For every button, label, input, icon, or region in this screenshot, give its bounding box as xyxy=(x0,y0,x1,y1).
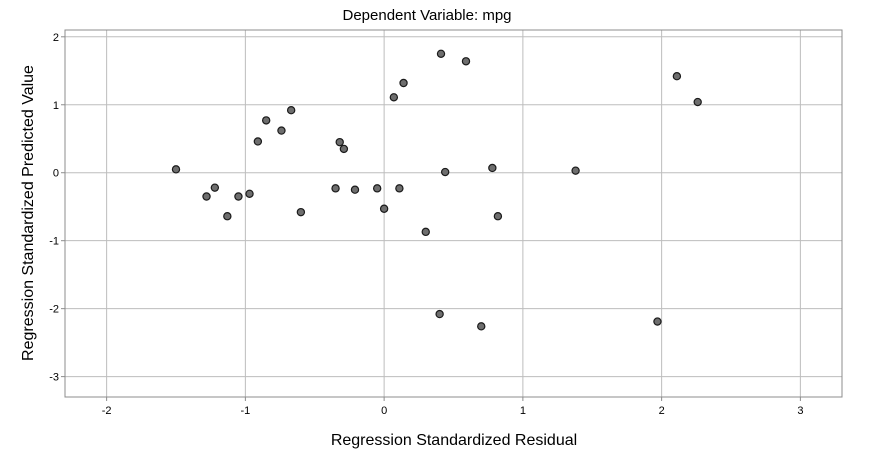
scatter-point xyxy=(395,184,404,193)
scatter-point xyxy=(234,192,243,201)
x-tick-label: 3 xyxy=(797,405,803,417)
scatter-point xyxy=(296,207,306,217)
scatter-point xyxy=(493,212,503,221)
x-tick-label: -2 xyxy=(102,405,112,417)
x-tick-label: -1 xyxy=(240,405,250,417)
y-axis-label: Regression Standardized Predicted Value xyxy=(20,65,37,361)
plot-frame xyxy=(64,29,843,398)
scatter-point xyxy=(253,137,263,146)
x-axis-label: Regression Standardized Residual xyxy=(331,432,577,449)
scatter-point xyxy=(571,166,580,175)
scatter-point xyxy=(461,57,471,66)
x-tick-label: 2 xyxy=(659,405,665,417)
y-tick-label: -1 xyxy=(49,236,59,248)
x-tick-label: 0 xyxy=(381,405,387,417)
scatter-point xyxy=(672,72,682,81)
scatter-point xyxy=(477,322,486,331)
scatter-point xyxy=(389,93,399,102)
scatter-point xyxy=(335,137,344,147)
x-tick-label: 1 xyxy=(520,405,526,417)
scatter-point xyxy=(339,144,349,154)
scatter-point xyxy=(488,163,497,173)
scatter-point xyxy=(693,97,702,107)
y-tick-label: 1 xyxy=(53,100,59,112)
scatter-point xyxy=(421,227,430,237)
scatter-point xyxy=(435,309,444,319)
tick-labels: -2 -1 0 1 2 3 -3 -2 -1 0 1 2 xyxy=(49,32,803,417)
scatter-point xyxy=(210,183,220,192)
scatter-point xyxy=(399,78,408,88)
scatter-point xyxy=(331,184,340,193)
grid-lines xyxy=(61,30,842,401)
y-tick-label: -3 xyxy=(49,372,59,384)
data-points xyxy=(171,49,702,331)
scatter-point xyxy=(440,167,450,177)
y-tick-label: 0 xyxy=(53,168,59,180)
scatter-point xyxy=(223,212,232,221)
scatter-point xyxy=(653,317,662,326)
scatter-point xyxy=(245,189,254,198)
y-tick-label: -2 xyxy=(49,304,59,316)
scatter-point xyxy=(372,184,382,193)
y-tick-label: 2 xyxy=(53,32,59,44)
scatter-point xyxy=(436,49,446,58)
chart-title: Dependent Variable: mpg xyxy=(343,7,512,24)
scatter-point xyxy=(202,192,211,201)
scatter-point xyxy=(379,204,389,213)
scatter-point xyxy=(261,116,271,125)
scatter-point xyxy=(277,126,286,135)
scatter-point xyxy=(171,165,181,174)
scatter-point xyxy=(350,185,360,194)
scatter-point xyxy=(286,105,296,115)
